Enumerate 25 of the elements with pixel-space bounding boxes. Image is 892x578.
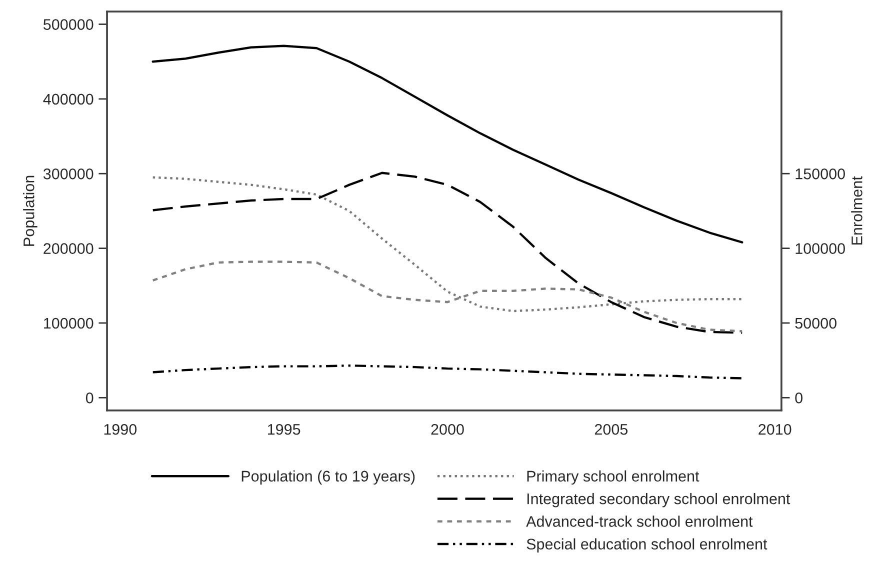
y2-tick-label: 0 xyxy=(795,392,802,404)
x-tick-label: 2010 xyxy=(758,424,792,435)
legend-label: Primary school enrolment xyxy=(527,470,700,485)
x-tick-label: 2005 xyxy=(594,424,628,435)
legend-label: Advanced-track school enrolment xyxy=(526,516,753,527)
x-tick-label: 1995 xyxy=(268,424,300,435)
legend-label: Special education school enrolment xyxy=(526,538,768,553)
legend-label: Integrated secondary school enrolment xyxy=(527,493,790,508)
line-series xyxy=(152,172,744,334)
y2-tick-label: 150000 xyxy=(796,168,845,180)
y-tick-label: 400000 xyxy=(43,94,94,105)
y2-tick-label: 50000 xyxy=(795,318,836,329)
legend-label: Population (6 to 19 years) xyxy=(242,470,415,485)
y-tick-label: 0 xyxy=(86,392,94,404)
x-tick-label: 1990 xyxy=(104,424,137,435)
y-tick-label: 100000 xyxy=(44,318,94,329)
line-series xyxy=(152,364,744,380)
y-axis-title: Population xyxy=(23,176,38,246)
y-tick-label: 200000 xyxy=(44,243,94,254)
y-tick-label: 300000 xyxy=(43,168,94,180)
y2-axis-title: Enrolment xyxy=(851,176,862,245)
y2-tick-label: 100000 xyxy=(796,243,845,254)
line-series xyxy=(152,44,744,244)
y-tick-label: 500000 xyxy=(43,19,94,30)
x-tick-label: 2000 xyxy=(431,424,464,435)
